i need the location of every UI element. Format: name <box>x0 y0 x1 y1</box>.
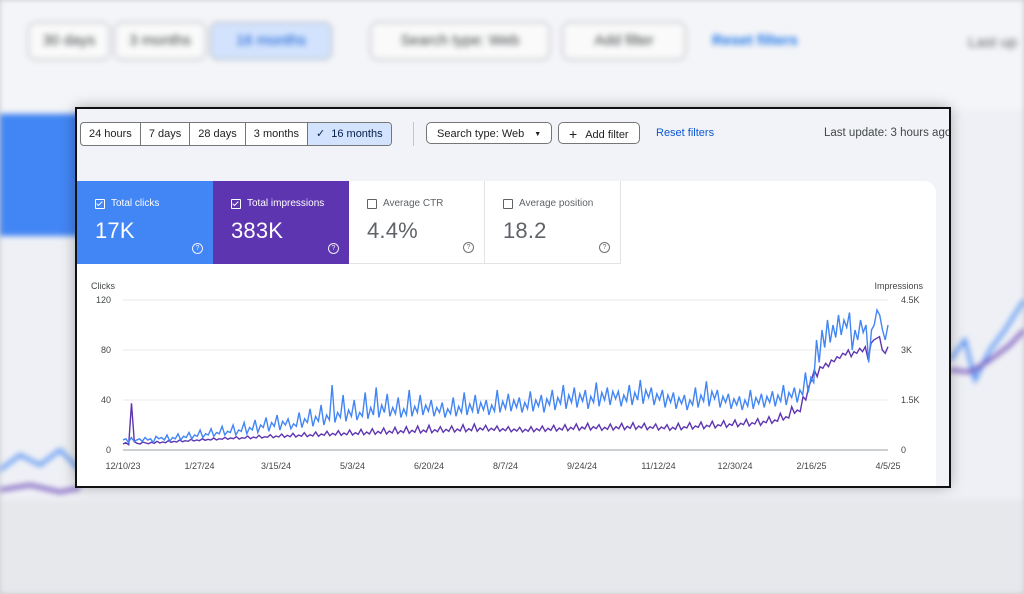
right-axis-label: Impressions <box>874 281 923 291</box>
right-axis-tick-label: 1.5K <box>901 395 920 405</box>
x-axis-tick-label: 6/20/24 <box>414 461 444 471</box>
checkbox-unchecked-icon <box>503 198 513 209</box>
help-icon[interactable]: ? <box>599 242 610 253</box>
checkbox-unchecked-icon <box>367 198 377 209</box>
background-toolbar: 30 days 3 months 16 months Search type: … <box>0 22 1024 60</box>
help-icon[interactable]: ? <box>192 243 203 254</box>
checkbox-checked-icon <box>95 198 105 209</box>
date-range-label: 24 hours <box>89 128 132 140</box>
date-range-7-days[interactable]: 7 days <box>141 123 191 145</box>
date-range-label: 3 months <box>253 128 300 140</box>
search-type-label: Search type: Web <box>437 128 525 140</box>
filter-toolbar: 24 hours 7 days 28 days 3 months ✓ 16 mon… <box>77 109 949 159</box>
x-axis-tick-label: 3/15/24 <box>261 461 291 471</box>
right-axis-tick-label: 3K <box>901 345 912 355</box>
left-axis-label: Clicks <box>91 281 115 291</box>
search-type-dropdown[interactable]: Search type: Web ▼ <box>426 122 553 144</box>
background-clicks-card <box>0 114 80 236</box>
left-axis-tick-label: 40 <box>101 395 111 405</box>
metric-value: 18.2 <box>503 218 547 243</box>
date-range-16-months[interactable]: ✓ 16 months <box>308 123 391 145</box>
left-axis-tick-label: 80 <box>101 345 111 355</box>
x-axis-ticks: 12/10/23 1/27/24 3/15/24 5/3/24 6/20/24 8/7/2… <box>105 461 900 471</box>
metric-label: Total clicks <box>111 198 160 209</box>
add-filter-button[interactable]: + Add filter <box>558 122 640 144</box>
metric-total-clicks[interactable]: Total clicks 17K ? <box>77 181 213 264</box>
background-chip: 16 months <box>210 22 332 60</box>
x-axis-tick-label: 9/24/24 <box>567 461 597 471</box>
performance-panel: 24 hours 7 days 28 days 3 months ✓ 16 mon… <box>75 107 951 488</box>
x-axis-tick-label: 8/7/24 <box>493 461 518 471</box>
background-chip: Search type: Web <box>370 22 550 60</box>
x-axis-tick-label: 2/16/25 <box>796 461 826 471</box>
date-range-3-months[interactable]: 3 months <box>246 123 309 145</box>
checkbox-checked-icon <box>231 198 241 209</box>
left-axis-ticks: 0 40 80 120 <box>96 295 111 455</box>
left-axis-tick-label: 120 <box>96 295 111 305</box>
performance-card: Total clicks 17K ? Total impressions 383… <box>77 181 936 486</box>
x-axis-tick-label: 5/3/24 <box>340 461 365 471</box>
clicks-series-line <box>122 307 889 444</box>
right-axis-ticks: 0 1.5K 3K 4.5K <box>901 295 920 455</box>
impressions-series-line <box>122 335 889 446</box>
plus-icon: + <box>569 126 578 142</box>
help-icon[interactable]: ? <box>328 243 339 254</box>
help-icon[interactable]: ? <box>463 242 474 253</box>
metric-label: Average position <box>519 198 594 209</box>
background-chip: 3 months <box>114 22 206 60</box>
background-chip: 30 days <box>28 22 110 60</box>
left-axis-tick-label: 0 <box>106 445 111 455</box>
x-axis-tick-label: 1/27/24 <box>184 461 214 471</box>
background-reset-link: Reset filters <box>712 32 798 49</box>
x-axis-tick-label: 11/12/24 <box>641 461 675 471</box>
last-update-text: Last update: 3 hours ago <box>824 127 951 139</box>
reset-filters-link[interactable]: Reset filters <box>656 127 715 139</box>
background-last-update: Last up <box>968 34 1018 51</box>
metric-total-impressions[interactable]: Total impressions 383K ? <box>213 181 349 264</box>
metric-average-position[interactable]: Average position 18.2 ? <box>485 181 621 264</box>
date-range-24-hours[interactable]: 24 hours <box>81 123 141 145</box>
right-axis-tick-label: 4.5K <box>901 295 920 305</box>
caret-down-icon: ▼ <box>534 131 542 138</box>
right-axis-tick-label: 0 <box>901 445 906 455</box>
metric-value: 383K <box>231 218 284 243</box>
metric-average-ctr[interactable]: Average CTR 4.4% ? <box>349 181 485 264</box>
toolbar-divider <box>413 122 414 146</box>
date-range-label: 16 months <box>331 128 383 140</box>
x-axis-tick-label: 12/10/23 <box>105 461 140 471</box>
metric-label: Total impressions <box>247 198 325 209</box>
metric-label: Average CTR <box>383 198 444 209</box>
add-filter-label: Add filter <box>585 129 629 141</box>
metric-value: 4.4% <box>367 218 418 243</box>
date-range-label: 28 days <box>198 128 237 140</box>
date-range-28-days[interactable]: 28 days <box>190 123 246 145</box>
date-range-selector: 24 hours 7 days 28 days 3 months ✓ 16 mon… <box>80 122 392 146</box>
check-icon: ✓ <box>316 128 326 140</box>
chart-gridlines <box>123 299 888 451</box>
background-chip: Add filter <box>562 22 686 60</box>
x-axis-tick-label: 12/30/24 <box>717 461 752 471</box>
x-axis-tick-label: 4/5/25 <box>875 461 900 471</box>
metric-value: 17K <box>95 218 135 243</box>
date-range-label: 7 days <box>148 128 182 140</box>
